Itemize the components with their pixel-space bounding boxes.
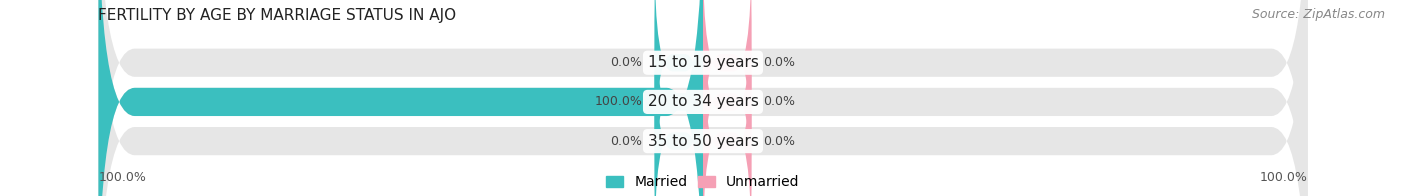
- FancyBboxPatch shape: [655, 0, 703, 172]
- FancyBboxPatch shape: [98, 0, 1308, 196]
- FancyBboxPatch shape: [655, 32, 703, 196]
- FancyBboxPatch shape: [98, 0, 1308, 196]
- FancyBboxPatch shape: [703, 0, 751, 196]
- Text: 100.0%: 100.0%: [98, 171, 146, 184]
- FancyBboxPatch shape: [98, 0, 703, 196]
- Text: 20 to 34 years: 20 to 34 years: [648, 94, 758, 109]
- Text: 0.0%: 0.0%: [610, 56, 643, 69]
- Text: 15 to 19 years: 15 to 19 years: [648, 55, 758, 70]
- FancyBboxPatch shape: [655, 0, 703, 196]
- Text: 0.0%: 0.0%: [763, 95, 796, 108]
- FancyBboxPatch shape: [703, 0, 751, 172]
- FancyBboxPatch shape: [98, 0, 1308, 196]
- Text: 0.0%: 0.0%: [763, 56, 796, 69]
- Text: 0.0%: 0.0%: [763, 135, 796, 148]
- Text: 100.0%: 100.0%: [1260, 171, 1308, 184]
- Text: 100.0%: 100.0%: [595, 95, 643, 108]
- Text: 0.0%: 0.0%: [610, 135, 643, 148]
- Legend: Married, Unmarried: Married, Unmarried: [606, 175, 800, 189]
- FancyBboxPatch shape: [703, 32, 751, 196]
- Text: 35 to 50 years: 35 to 50 years: [648, 134, 758, 149]
- Text: Source: ZipAtlas.com: Source: ZipAtlas.com: [1251, 8, 1385, 21]
- Text: FERTILITY BY AGE BY MARRIAGE STATUS IN AJO: FERTILITY BY AGE BY MARRIAGE STATUS IN A…: [98, 8, 457, 23]
